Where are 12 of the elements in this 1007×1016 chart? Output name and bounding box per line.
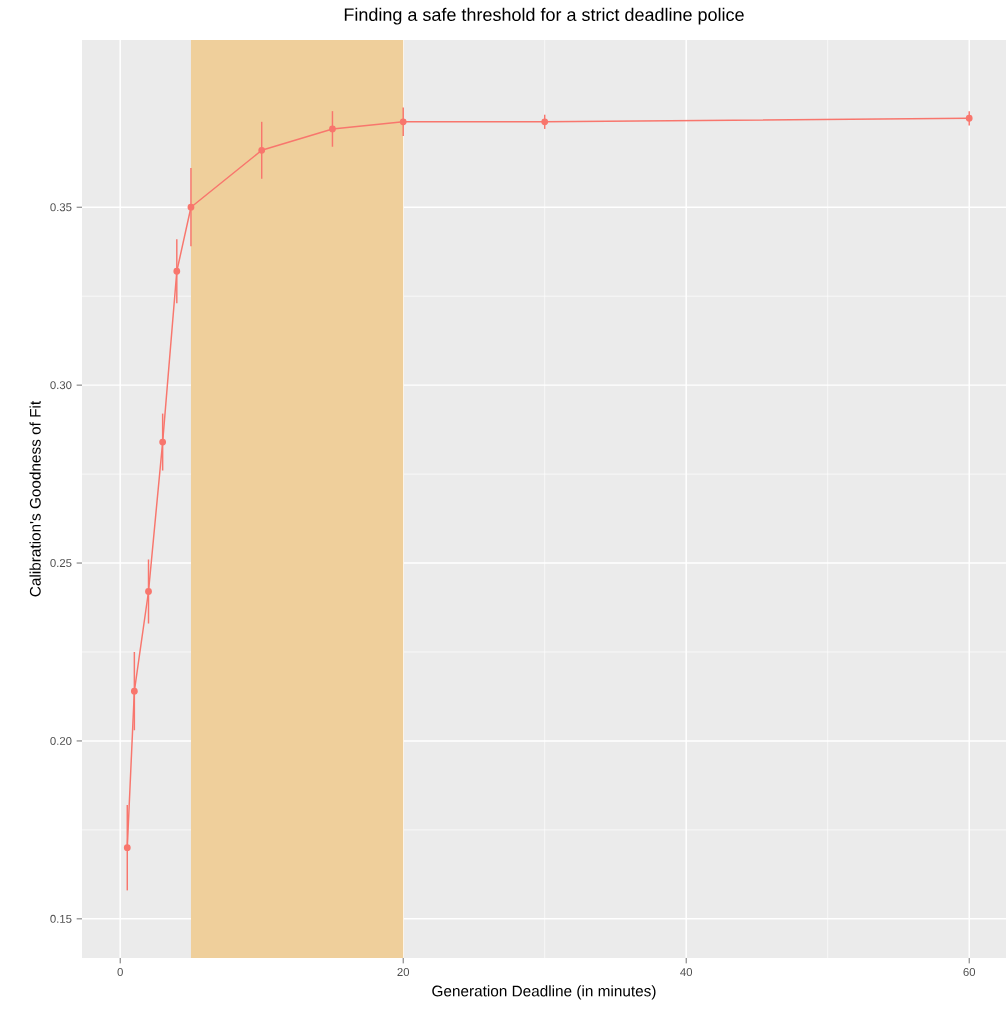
y-tick-label: 0.35 bbox=[50, 203, 72, 212]
x-axis-title: Generation Deadline (in minutes) bbox=[432, 985, 656, 1000]
x-tick-label: 40 bbox=[680, 968, 693, 977]
y-tick-label: 0.15 bbox=[50, 914, 72, 923]
x-tick-label: 20 bbox=[397, 968, 410, 977]
x-tick-label: 0 bbox=[117, 968, 124, 977]
y-axis-title: Calibration's Goodness of Fit bbox=[29, 400, 41, 597]
y-tick-label: 0.20 bbox=[50, 736, 72, 745]
y-tick-label: 0.25 bbox=[50, 559, 72, 568]
chart-title: Finding a safe threshold for a strict deadline police bbox=[345, 7, 744, 25]
x-tick-label: 60 bbox=[963, 968, 976, 977]
y-tick-label: 0.30 bbox=[50, 381, 72, 390]
